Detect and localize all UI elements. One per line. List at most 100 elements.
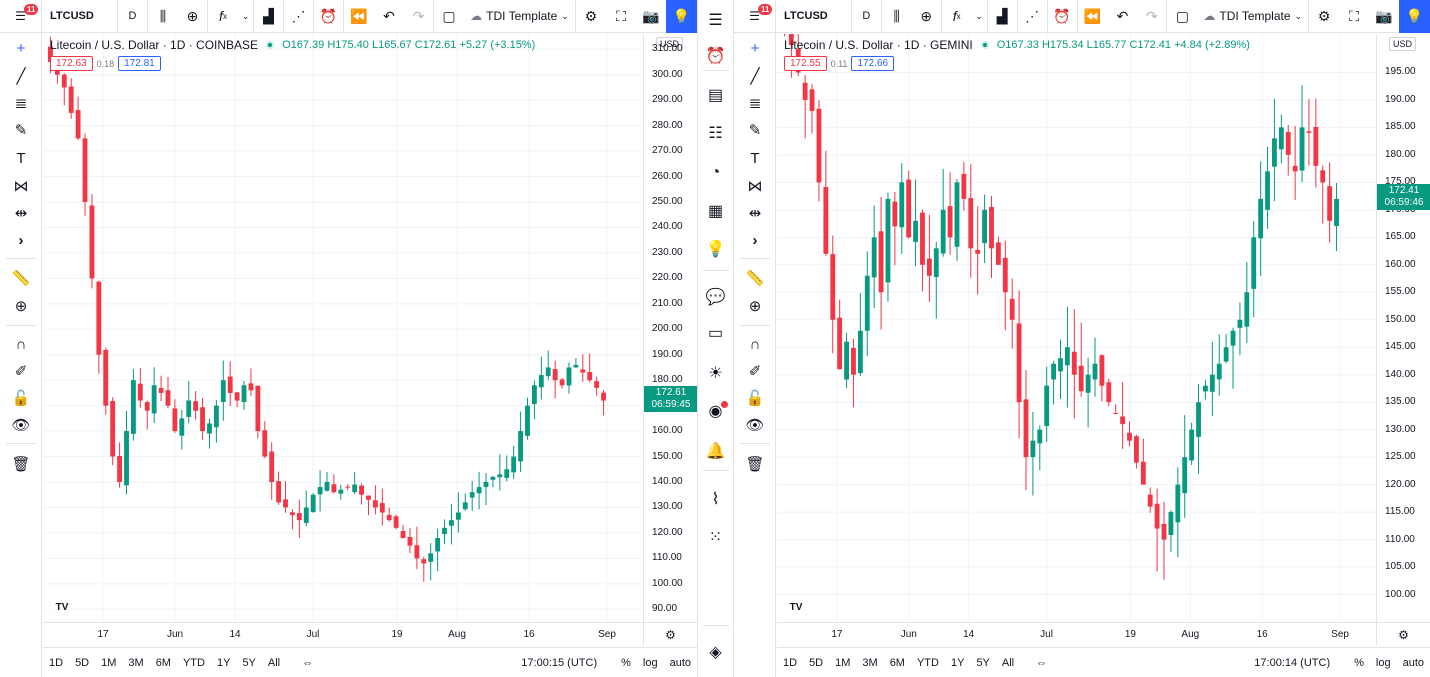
zoom-icon[interactable]: ⊕: [14, 298, 28, 315]
dom-icon[interactable]: ⁙: [708, 529, 723, 546]
range-5d[interactable]: 5D: [75, 656, 90, 669]
zoom-icon[interactable]: ⊕: [748, 298, 762, 315]
fib-icon[interactable]: ≣: [748, 95, 762, 112]
idea-bulb-icon[interactable]: 💡: [1399, 0, 1430, 33]
layout-icon[interactable]: ▢: [1175, 7, 1189, 24]
text-icon[interactable]: T: [16, 149, 26, 167]
magnet-icon[interactable]: ∩: [749, 335, 761, 353]
layout-icon[interactable]: ▢: [442, 7, 456, 24]
settings-icon[interactable]: ⚙: [584, 7, 598, 24]
clock-time[interactable]: 17:00:15 (UTC): [521, 656, 598, 669]
replay-icon[interactable]: ⏪: [1083, 7, 1102, 24]
lock-drawings-icon[interactable]: ✐: [14, 363, 28, 380]
brush-icon[interactable]: ✎: [14, 122, 28, 139]
chevron-down-icon[interactable]: ⌄: [238, 0, 254, 33]
date-range-icon[interactable]: ⇔: [1036, 656, 1048, 669]
notifications-icon[interactable]: ⌇: [711, 491, 720, 508]
replay-icon[interactable]: ⏪: [350, 7, 368, 24]
undo-icon[interactable]: ↶: [383, 7, 395, 24]
range-1d[interactable]: 1D: [49, 656, 64, 669]
range-all[interactable]: All: [1001, 656, 1015, 669]
alerts-icon[interactable]: 🔔: [705, 443, 726, 460]
sell-button[interactable]: 172.55: [784, 56, 827, 71]
ruler-icon[interactable]: 📏: [745, 270, 765, 287]
gear-icon[interactable]: ⚙: [643, 622, 697, 646]
alert-icon[interactable]: ⏰: [1048, 0, 1078, 33]
auto-toggle[interactable]: auto: [1402, 656, 1424, 669]
lock-icon[interactable]: 🔓: [11, 390, 31, 407]
symbol-search-button[interactable]: LTCUSD: [776, 0, 852, 33]
news-icon[interactable]: ▤: [707, 87, 724, 104]
log-toggle[interactable]: log: [642, 656, 658, 669]
compare-icon[interactable]: ⊕: [912, 0, 942, 33]
signal-icon[interactable]: ◉: [698, 396, 733, 426]
price-axis[interactable]: USD 195.00190.00185.00180.00175.00170.00…: [1376, 34, 1430, 622]
currency-select[interactable]: USD: [1389, 37, 1417, 51]
interval-button[interactable]: D: [118, 0, 148, 33]
menu-button[interactable]: ☰ 11: [0, 0, 42, 33]
trash-icon[interactable]: 🗑: [745, 456, 765, 473]
chevron-down-icon[interactable]: ⌄: [972, 0, 988, 33]
time-axis[interactable]: 17 Jun 14 Jul 19 Aug 16 Sep: [43, 622, 643, 646]
eye-icon[interactable]: 👁: [745, 417, 765, 434]
clock-time[interactable]: 17:00:14 (UTC): [1254, 656, 1331, 669]
symbol-search-button[interactable]: LTCUSD: [42, 0, 118, 33]
gear-icon[interactable]: ⚙: [1376, 622, 1430, 646]
data-window-icon[interactable]: ◔: [710, 164, 721, 181]
prediction-icon[interactable]: ⇹: [14, 205, 28, 222]
chats-icon[interactable]: 💬: [705, 289, 726, 306]
tradingview-logo-icon[interactable]: TV: [785, 598, 807, 616]
layers-icon[interactable]: ◈: [709, 644, 722, 661]
date-range-icon[interactable]: ⇔: [302, 656, 314, 669]
settings-icon[interactable]: ⚙: [1317, 7, 1331, 24]
redo-icon[interactable]: ↷: [404, 0, 434, 33]
log-toggle[interactable]: log: [1375, 656, 1391, 669]
fullscreen-icon[interactable]: ⛶: [1349, 7, 1359, 24]
pattern-icon[interactable]: ⋈: [747, 178, 763, 195]
auto-toggle[interactable]: auto: [669, 656, 691, 669]
candles-icon[interactable]: ⫼: [893, 7, 900, 24]
ideas-icon[interactable]: 💡: [705, 241, 726, 258]
fib-icon[interactable]: ≣: [14, 95, 28, 112]
chevron-right-icon[interactable]: ›: [752, 231, 758, 249]
eye-icon[interactable]: 👁: [11, 417, 31, 434]
range-1y[interactable]: 1Y: [950, 656, 965, 669]
range-ytd[interactable]: YTD: [916, 656, 939, 669]
time-axis[interactable]: 17 Jun 14 Jul 19 Aug 16 Sep: [777, 622, 1376, 646]
magnet-icon[interactable]: ∩: [15, 335, 27, 353]
fullscreen-icon[interactable]: ⛶: [616, 7, 626, 24]
interval-button[interactable]: D: [852, 0, 882, 33]
financials-icon[interactable]: ▟: [988, 0, 1018, 33]
percent-toggle[interactable]: %: [1354, 656, 1364, 669]
redo-icon[interactable]: ↷: [1137, 0, 1168, 33]
menu-button[interactable]: ☰ 11: [734, 0, 776, 33]
range-6m[interactable]: 6M: [155, 656, 171, 669]
financials-icon[interactable]: ▟: [254, 0, 284, 33]
lock-drawings-icon[interactable]: ✐: [748, 363, 762, 380]
range-6m[interactable]: 6M: [889, 656, 905, 669]
range-1m[interactable]: 1M: [101, 656, 117, 669]
trend-line-icon[interactable]: ╱: [16, 68, 26, 85]
price-axis[interactable]: USD 310.00 300.00 290.00 280.00 270.00 260.00…: [643, 34, 698, 622]
percent-toggle[interactable]: %: [621, 656, 631, 669]
ruler-icon[interactable]: 📏: [11, 270, 31, 287]
range-ytd[interactable]: YTD: [182, 656, 205, 669]
template-button[interactable]: ☁ TDI Template ⌄: [1197, 0, 1310, 33]
prediction-icon[interactable]: ⇹: [748, 205, 762, 222]
chart-canvas[interactable]: Litecoin / U.S. Dollar · 1D · GEMINI O16…: [777, 34, 1376, 622]
brush-icon[interactable]: ✎: [748, 122, 762, 139]
buy-button[interactable]: 172.66: [851, 56, 895, 71]
sell-button[interactable]: 172.63: [50, 56, 93, 71]
alert-icon[interactable]: ⏰: [314, 0, 344, 33]
strategy-icon[interactable]: ⋰: [1018, 0, 1048, 33]
trend-line-icon[interactable]: ╱: [750, 68, 760, 85]
buy-button[interactable]: 172.81: [118, 56, 161, 71]
range-3m[interactable]: 3M: [128, 656, 144, 669]
camera-icon[interactable]: 📷: [1375, 7, 1393, 24]
pattern-icon[interactable]: ⋈: [13, 178, 29, 195]
watchlist-icon[interactable]: ☰: [708, 12, 723, 29]
template-button[interactable]: ☁ TDI Template ⌄: [464, 0, 576, 33]
